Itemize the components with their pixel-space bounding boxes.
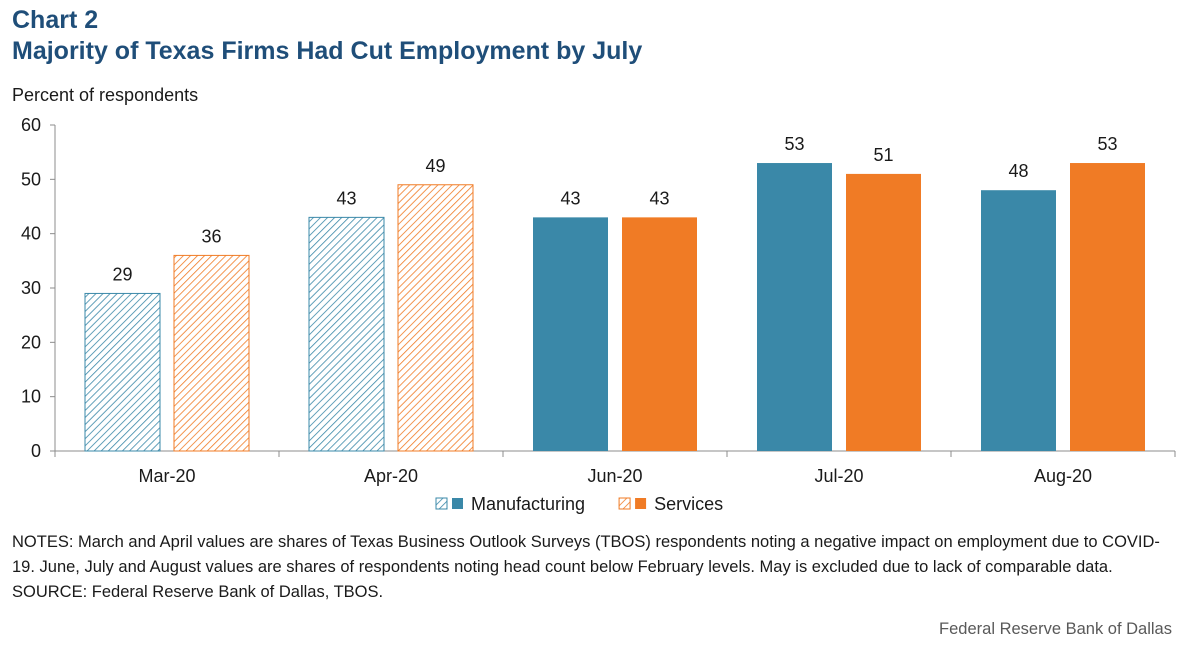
bars-group: 29 36 43 49 43 43 53 51 48 53	[84, 134, 1145, 452]
legend-swatch-hatched-services	[618, 497, 631, 510]
bar-services	[846, 173, 921, 451]
legend-swatch-hatched-manufacturing	[435, 497, 448, 510]
bar-manufacturing	[757, 163, 832, 452]
data-label: 29	[112, 264, 132, 284]
data-label: 53	[784, 134, 804, 154]
notes-block: NOTES: March and April values are shares…	[12, 530, 1172, 605]
y-tick-label: 20	[21, 332, 41, 352]
data-label: 36	[201, 226, 221, 246]
notes-text: NOTES: March and April values are shares…	[12, 533, 1160, 576]
y-tick-label: 40	[21, 224, 41, 244]
legend-label-services: Services	[654, 494, 723, 514]
source-text: SOURCE: Federal Reserve Bank of Dallas, …	[12, 583, 384, 601]
chart-title: Majority of Texas Firms Had Cut Employme…	[12, 37, 643, 65]
legend-swatch-solid-services	[635, 498, 647, 509]
data-label: 51	[873, 145, 893, 165]
data-label: 43	[336, 188, 356, 208]
bar-manufacturing	[84, 292, 161, 452]
bar-manufacturing	[981, 190, 1056, 451]
x-tick-label: Jul-20	[814, 466, 863, 486]
y-tick-label: 60	[21, 115, 41, 135]
bar-services	[397, 184, 474, 452]
legend: Manufacturing Services	[435, 494, 723, 514]
x-tick-label: Mar-20	[138, 466, 195, 486]
y-tick-label: 10	[21, 387, 41, 407]
data-label: 43	[560, 188, 580, 208]
y-axis: 0 10 20 30 40 50 60	[21, 115, 56, 461]
chart-number: Chart 2	[12, 6, 99, 34]
bar-manufacturing	[308, 216, 385, 452]
credit-text: Federal Reserve Bank of Dallas	[939, 620, 1172, 638]
x-tick-label: Jun-20	[587, 466, 642, 486]
bar-services	[173, 254, 250, 452]
x-axis: Mar-20 Apr-20 Jun-20 Jul-20 Aug-20	[54, 450, 1176, 486]
y-tick-label: 50	[21, 169, 41, 189]
y-tick-label: 30	[21, 278, 41, 298]
data-label: 49	[425, 156, 445, 176]
x-tick-label: Apr-20	[364, 466, 418, 486]
x-tick-label: Aug-20	[1034, 466, 1092, 486]
bar-services	[1070, 163, 1145, 452]
data-label: 48	[1008, 161, 1028, 181]
y-axis-label: Percent of respondents	[12, 85, 199, 105]
data-label: 43	[649, 188, 669, 208]
bar-manufacturing	[533, 217, 608, 451]
legend-swatch-solid-manufacturing	[452, 498, 463, 509]
legend-label-manufacturing: Manufacturing	[471, 494, 585, 514]
data-label: 53	[1097, 134, 1117, 154]
bar-services	[622, 217, 697, 451]
y-tick-label: 0	[31, 441, 41, 461]
bar-chart: 0 10 20 30 40 50 60 Mar-20 Apr-20 Jun-20 Jul-20 Au…	[21, 115, 1176, 514]
